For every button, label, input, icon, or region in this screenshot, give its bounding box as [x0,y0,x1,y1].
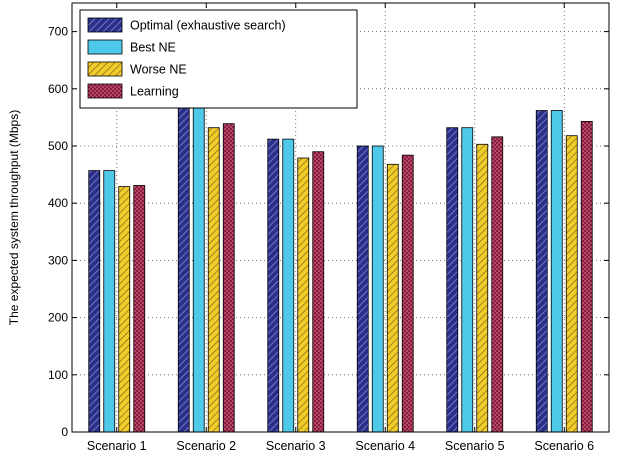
axis-ticks: 0 100 200 300 400 500 600 700 Scenario 1 Scenario… [48,3,609,453]
bars [88,102,593,433]
bar [297,157,310,433]
bar [118,186,131,433]
y-tick-label: 600 [48,82,68,96]
legend-box [79,9,358,109]
legend-label: Optimal (exhaustive search) [130,19,286,33]
legend-swatch [87,39,123,55]
bar [356,145,369,433]
legend-swatch [87,17,123,33]
y-tick-label: 400 [48,196,68,210]
y-tick-label: 0 [61,425,68,439]
x-tick-label: Scenario 3 [266,439,326,453]
bar [476,143,489,433]
y-tick-label: 200 [48,311,68,325]
y-tick-label: 300 [48,253,68,267]
bar [580,121,593,433]
x-tick-label: Scenario 2 [176,439,236,453]
x-tick-label: Scenario 4 [355,439,415,453]
bar [207,127,220,433]
bar [312,151,325,433]
bar [491,136,504,433]
plot-frame [71,2,610,433]
bar [282,138,295,433]
y-axis-label: The expected system throughput (Mbps) [7,110,21,325]
legend-label: Learning [130,85,179,99]
bar [267,138,280,433]
legend-label: Best NE [130,41,176,55]
bar [371,145,384,433]
bar [103,170,116,433]
legend-swatch [87,61,123,77]
bar [446,127,459,433]
legend: Optimal (exhaustive search) Best NE Worse … [79,9,358,109]
legend-swatch [87,83,123,99]
y-tick-label: 100 [48,368,68,382]
bar [133,185,146,433]
y-tick-label: 700 [48,25,68,39]
bar [88,170,101,433]
bar [535,110,548,433]
bar [550,110,563,433]
bar [222,123,235,433]
bar [401,154,414,433]
bar [177,102,190,433]
bar [461,127,474,433]
bar [386,163,399,433]
x-tick-label: Scenario 6 [534,439,594,453]
legend-label: Worse NE [130,63,187,77]
x-tick-label: Scenario 1 [87,439,147,453]
y-tick-label: 500 [48,139,68,153]
bar [565,135,578,433]
x-tick-label: Scenario 5 [445,439,505,453]
bar [192,102,205,433]
